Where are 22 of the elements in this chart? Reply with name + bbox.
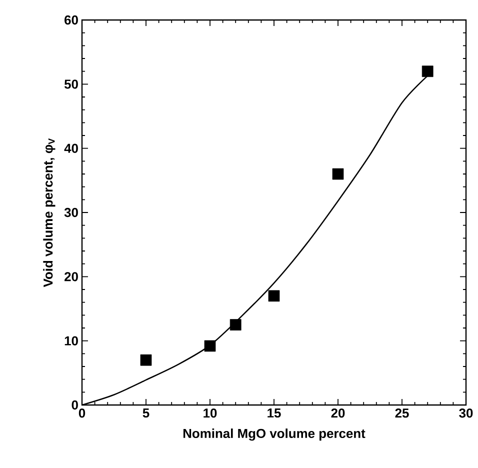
x-tick-label: 15 (268, 408, 281, 418)
y-tick-label: 30 (64, 208, 78, 218)
point (268, 290, 280, 302)
y-tick-label: 40 (64, 144, 78, 153)
y-tick-label: 20 (64, 272, 78, 282)
y-tick-label: 10 (64, 336, 78, 346)
x-tick-label: 30 (459, 408, 473, 418)
x-tick-label: 25 (395, 408, 409, 418)
point (204, 340, 216, 352)
point (422, 66, 434, 78)
y-tick-label: 50 (64, 80, 78, 89)
point (230, 319, 242, 330)
x-axis-title: Nominal MgO volume percent (183, 428, 366, 441)
y-tick-label: 60 (64, 15, 78, 25)
point (332, 168, 344, 180)
x-tick-label: 20 (331, 408, 345, 418)
x-tick-label: 0 (78, 408, 86, 418)
x-tick-label: 10 (204, 408, 217, 418)
y-axis-title: Void volume percent, φ$_{V}$ (43, 138, 56, 288)
x-tick-label: 5 (142, 408, 150, 418)
point (140, 354, 152, 366)
y-tick-label: 0 (72, 400, 78, 410)
